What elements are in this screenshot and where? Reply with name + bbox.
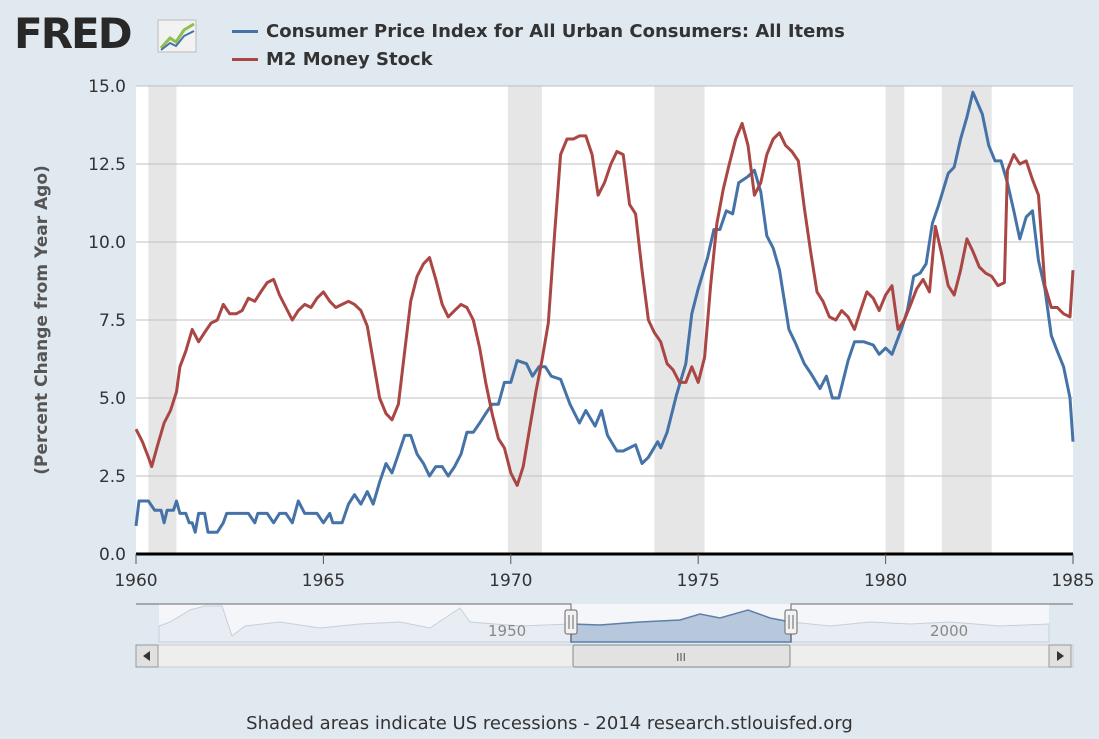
navigator-handle-right[interactable] [784,609,798,635]
chart-trend-icon [157,19,197,53]
y-tick-label: 2.5 [99,467,126,487]
legend-label-m2: M2 Money Stock [266,48,433,70]
navigator-label-1950: 1950 [488,622,526,640]
y-tick-label: 12.5 [88,155,126,175]
x-tick-label: 1975 [677,571,720,591]
legend-item-m2[interactable]: M2 Money Stock [232,46,433,72]
arrow-right-icon [1057,651,1064,661]
chart: 1960 1965 1970 1975 1980 1985 0.0 2.5 5.0 7.5 10.… [88,77,1095,668]
x-tick-label: 1965 [302,571,345,591]
legend-swatch-m2 [232,57,258,61]
scroll-thumb[interactable]: III [572,644,791,668]
scrollbar[interactable]: III [135,644,1074,668]
fred-logo-text: FRED [14,9,133,58]
y-tick-label: 5.0 [99,389,126,409]
y-tick-label: 15.0 [88,77,126,97]
scroll-right-button[interactable] [1048,644,1072,668]
range-navigator[interactable]: 1950 2000 [136,603,1073,643]
scroll-left-button[interactable] [135,644,159,668]
x-tick-label: 1980 [864,571,907,591]
navigator-selected-area [570,609,792,643]
navigator-label-2000: 2000 [930,622,968,640]
scroll-thumb-grip: III [676,651,686,664]
arrow-left-icon [143,651,150,661]
navigator-overview-series-right [790,621,1050,643]
series-line-m2[interactable] [134,121,1075,487]
y-tick-label: 10.0 [88,233,126,253]
x-tick-label: 1960 [114,571,157,591]
series-line-cpi[interactable] [134,90,1075,534]
legend-label-cpi: Consumer Price Index for All Urban Consu… [266,20,845,42]
x-tick-label: 1985 [1051,571,1094,591]
footer-note: Shaded areas indicate US recessions - 20… [246,713,853,734]
y-tick-label: 7.5 [99,311,126,331]
y-tick-label: 0.0 [99,545,126,565]
navigator-handle-left[interactable] [564,609,578,635]
legend-swatch-cpi [232,29,258,33]
legend-item-cpi[interactable]: Consumer Price Index for All Urban Consu… [232,18,845,44]
x-tick-label: 1970 [489,571,532,591]
